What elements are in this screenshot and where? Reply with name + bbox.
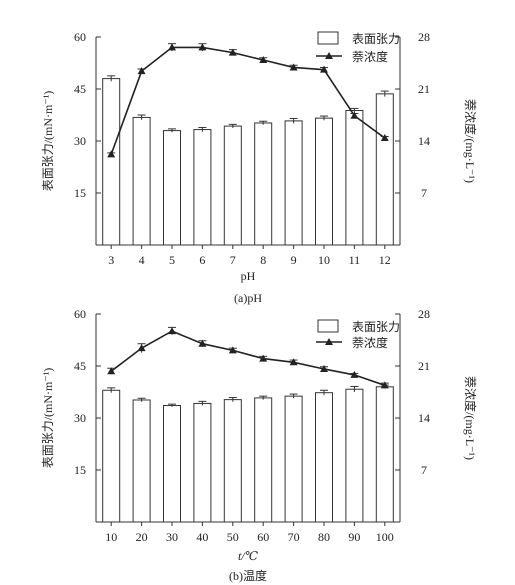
left-y-axis-title: 表面张力/(mN·m⁻¹) [41,91,55,192]
naphthalene-point [228,346,237,354]
x-axis-title: pH [241,269,256,283]
surface-tension-bar [102,389,121,523]
naphthalene-point [320,364,328,372]
naphthalene-point [320,65,328,73]
naphthalene-point [107,150,116,158]
surface-tension-bar [162,130,182,246]
x-tick-label: 9 [291,253,297,267]
x-tick-label: 4 [139,253,145,267]
left-y-tick-label: 15 [74,463,86,477]
naphthalene-point [289,63,298,71]
left-y-tick-label: 45 [74,82,86,96]
surface-tension-bar [193,402,212,523]
legend-bar-label: 表面张力 [352,320,400,334]
naphthalene-point [380,381,389,389]
x-tick-label: 10 [318,253,330,267]
left-y-tick-label: 30 [74,411,86,425]
surface-tension-bar [193,129,212,246]
right-y-axis-title: 萘浓度/(mg·L⁻¹) [463,99,478,183]
naphthalene-point [350,370,359,378]
right-y-tick-label: 21 [418,359,430,373]
right-y-tick-label: 14 [418,411,430,425]
right-y-tick-label: 7 [421,463,427,477]
x-tick-label: 12 [379,253,391,267]
x-tick-label: 70 [288,530,300,544]
surface-tension-bar [345,109,364,246]
surface-tension-bar [284,120,303,246]
x-tick-label: 100 [376,530,394,544]
left-y-tick-label: 45 [74,359,86,373]
naphthalene-point [289,358,298,366]
surface-tension-bar [223,399,242,523]
legend-bar-label: 表面张力 [352,32,400,46]
surface-tension-bar [132,399,151,523]
surface-tension-bar [102,78,121,246]
naphthalene-point [137,67,146,75]
x-tick-label: 7 [230,253,236,267]
legend-bar-swatch [317,319,339,333]
right-y-tick-label: 28 [418,30,430,44]
naphthalene-point [198,43,207,51]
x-tick-label: 60 [257,530,269,544]
surface-tension-bar [254,122,273,246]
surface-tension-bar [162,405,182,523]
surface-tension-bar [314,392,334,523]
surface-tension-bar [223,125,242,246]
legend-line-marker [325,52,333,59]
x-tick-label: 10 [105,530,117,544]
surface-tension-bar [375,386,394,523]
x-tick-label: 5 [169,253,175,267]
naphthalene-line [110,330,386,387]
right-y-tick-label: 21 [418,82,430,96]
x-tick-label: 6 [199,253,205,267]
naphthalene-point [168,43,176,51]
x-tick-label: 8 [260,253,266,267]
right-y-tick-label: 7 [421,186,427,200]
naphthalene-point [380,134,389,142]
naphthalene-point [350,111,359,119]
x-tick-label: 3 [108,253,114,267]
legend-bar-swatch [317,31,339,45]
surface-tension-bar [254,397,273,523]
chart-caption: (a)pH [234,291,262,305]
x-tick-label: 11 [349,253,361,267]
chart-temperature: 15 30 45 60 7 14 21 28 10 20 30 40 50 60 70 80 90 100 t/℃ 表… [41,307,478,583]
naphthalene-point [228,48,237,56]
legend-line-marker [325,338,333,345]
left-y-tick-label: 30 [74,134,86,148]
left-y-tick-label: 60 [74,30,86,44]
right-y-axis-title: 萘浓度/(mg·L⁻¹) [463,376,478,460]
x-tick-label: 90 [348,530,360,544]
x-tick-label: 30 [166,530,178,544]
left-y-tick-label: 15 [74,186,86,200]
chart-caption: (b)温度 [229,568,267,583]
x-axis-title: t/℃ [238,549,259,563]
naphthalene-point [259,56,268,64]
left-y-axis-title: 表面张力/(mN·m⁻¹) [41,368,55,469]
legend-line-label: 萘浓度 [352,335,388,350]
x-tick-label: 80 [318,530,330,544]
surface-tension-bar [314,117,334,246]
naphthalene-point [137,344,146,352]
x-tick-label: 20 [136,530,148,544]
right-y-tick-label: 14 [418,134,430,148]
surface-tension-bar [132,116,151,246]
naphthalene-point [259,354,268,362]
x-tick-label: 40 [196,530,208,544]
naphthalene-point [198,339,207,347]
legend-line-label: 萘浓度 [352,49,388,64]
naphthalene-point [107,367,116,375]
surface-tension-bar [345,388,364,523]
right-y-tick-label: 28 [418,307,430,321]
naphthalene-line [110,46,386,155]
left-y-tick-label: 60 [74,307,86,321]
naphthalene-point [168,327,176,335]
surface-tension-bar [375,93,394,246]
surface-tension-bar [284,395,303,523]
x-tick-label: 50 [227,530,239,544]
